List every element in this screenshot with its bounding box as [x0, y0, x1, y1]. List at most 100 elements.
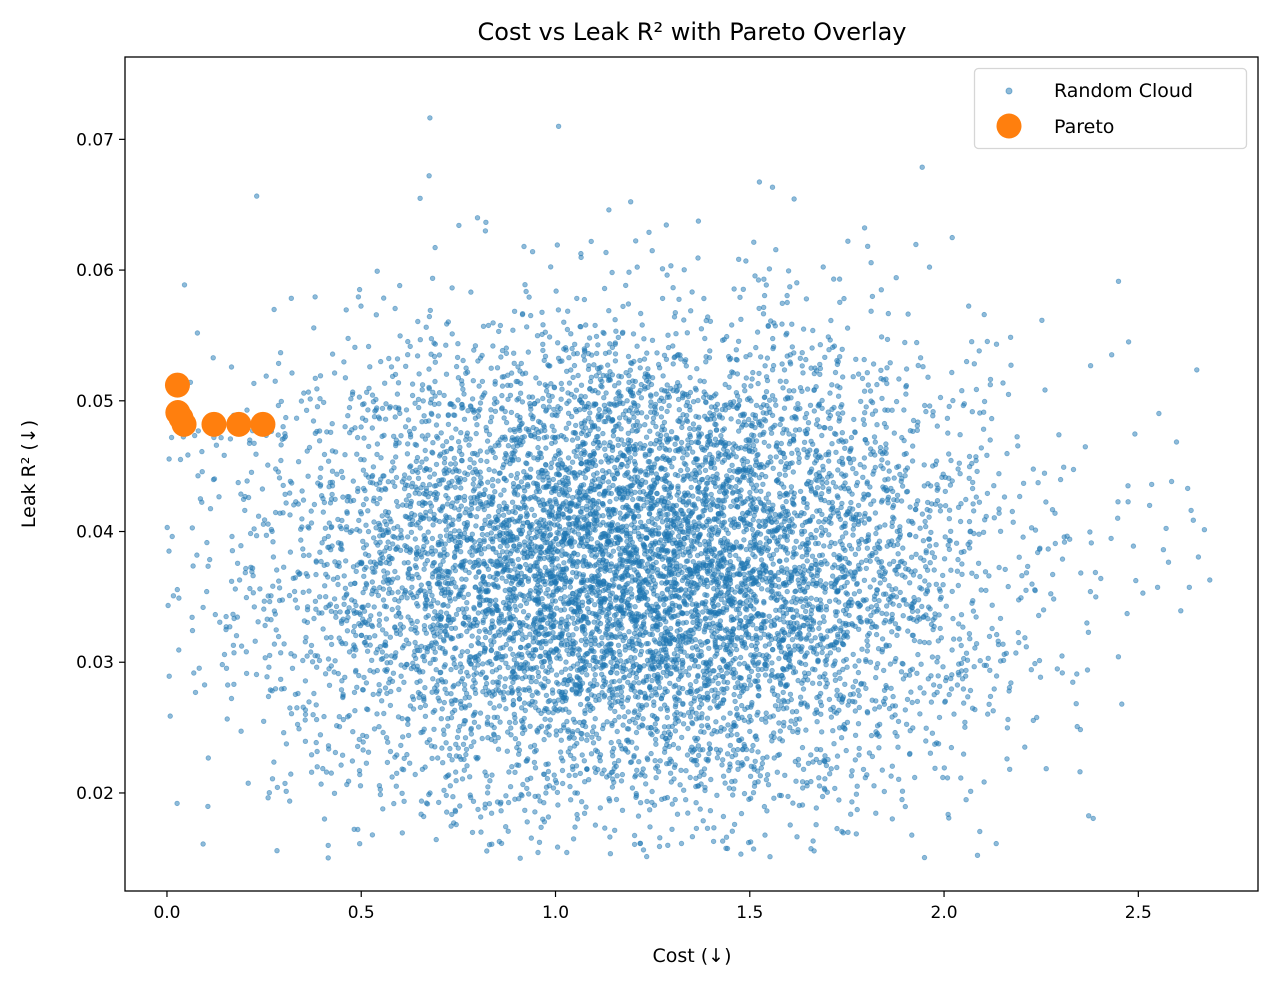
random-cloud-point — [247, 530, 254, 537]
random-cloud-point — [929, 654, 936, 660]
random-cloud-point — [763, 777, 770, 783]
random-cloud-point — [804, 454, 810, 461]
random-cloud-point — [851, 416, 857, 423]
random-cloud-point — [965, 541, 971, 547]
random-cloud-point — [449, 285, 455, 291]
random-cloud-point — [367, 364, 373, 370]
random-cloud-point — [306, 699, 312, 705]
random-cloud-point — [749, 747, 755, 754]
random-cloud-point — [251, 526, 257, 532]
random-cloud-point — [539, 596, 545, 602]
random-cloud-point — [816, 607, 822, 613]
random-cloud-point — [380, 806, 386, 812]
random-cloud-point — [474, 215, 481, 221]
random-cloud-point — [963, 797, 969, 803]
random-cloud-point — [734, 731, 740, 738]
random-cloud-point — [638, 496, 644, 502]
random-cloud-point — [321, 816, 328, 822]
random-cloud-point — [194, 330, 201, 336]
random-cloud-point — [928, 529, 934, 536]
random-cloud-point — [566, 380, 573, 386]
random-cloud-point — [331, 790, 338, 796]
random-cloud-point — [453, 611, 460, 617]
random-cloud-point — [522, 687, 529, 693]
random-cloud-point — [770, 685, 776, 691]
random-cloud-point — [485, 566, 492, 572]
random-cloud-point — [559, 767, 566, 774]
random-cloud-point — [664, 272, 670, 278]
random-cloud-point — [854, 806, 860, 813]
random-cloud-point — [856, 511, 862, 518]
random-cloud-point — [638, 519, 644, 525]
random-cloud-point — [550, 434, 556, 440]
random-cloud-point — [741, 790, 748, 797]
random-cloud-point — [776, 471, 783, 477]
random-cloud-point — [572, 429, 578, 436]
random-cloud-point — [1078, 570, 1084, 576]
random-cloud-point — [755, 749, 761, 755]
random-cloud-point — [512, 769, 518, 775]
random-cloud-point — [457, 539, 464, 546]
random-cloud-point — [889, 407, 895, 413]
random-cloud-point — [560, 780, 566, 787]
random-cloud-point — [747, 682, 754, 688]
random-cloud-point — [718, 667, 725, 674]
random-cloud-point — [569, 345, 575, 352]
random-cloud-point — [869, 293, 876, 300]
random-cloud-point — [469, 829, 476, 836]
random-cloud-point — [267, 598, 273, 605]
random-cloud-point — [965, 694, 971, 700]
random-cloud-point — [468, 501, 475, 507]
random-cloud-point — [850, 684, 856, 690]
random-cloud-point — [758, 488, 764, 494]
random-cloud-point — [750, 369, 756, 376]
random-cloud-point — [635, 507, 641, 514]
random-cloud-point — [553, 605, 560, 611]
random-cloud-point — [856, 752, 862, 758]
random-cloud-point — [898, 498, 905, 504]
random-cloud-point — [538, 645, 545, 651]
random-cloud-point — [913, 551, 919, 557]
random-cloud-point — [865, 382, 871, 388]
random-cloud-point — [436, 799, 442, 806]
random-cloud-point — [875, 661, 881, 667]
random-cloud-point — [276, 578, 282, 584]
random-cloud-point — [488, 407, 494, 413]
random-cloud-point — [487, 778, 493, 784]
random-cloud-point — [967, 636, 973, 642]
random-cloud-point — [748, 383, 754, 389]
random-cloud-point — [381, 473, 387, 479]
random-cloud-point — [412, 400, 418, 406]
random-cloud-point — [443, 371, 450, 377]
random-cloud-point — [566, 709, 572, 715]
random-cloud-point — [378, 656, 385, 662]
random-cloud-point — [363, 496, 369, 502]
random-cloud-point — [599, 771, 605, 777]
random-cloud-point — [1016, 639, 1022, 646]
random-cloud-point — [981, 311, 987, 318]
random-cloud-point — [780, 697, 787, 703]
random-cloud-point — [455, 728, 462, 734]
random-cloud-point — [707, 615, 713, 621]
random-cloud-point — [908, 689, 914, 695]
random-cloud-point — [776, 720, 782, 726]
random-cloud-point — [860, 417, 867, 423]
random-cloud-point — [339, 752, 346, 758]
random-cloud-point — [895, 718, 902, 725]
random-cloud-point — [763, 374, 770, 380]
random-cloud-point — [720, 715, 727, 721]
random-cloud-point — [475, 806, 481, 813]
random-cloud-point — [418, 643, 425, 649]
random-cloud-point — [387, 634, 393, 640]
random-cloud-point — [1041, 470, 1048, 476]
random-cloud-point — [605, 479, 612, 485]
random-cloud-point — [521, 243, 527, 250]
random-cloud-point — [288, 711, 295, 717]
random-cloud-point — [753, 344, 759, 351]
random-cloud-point — [659, 295, 666, 302]
random-cloud-point — [711, 668, 717, 674]
random-cloud-point — [570, 615, 576, 621]
random-cloud-point — [648, 750, 654, 757]
chart-title: Cost vs Leak R² with Pareto Overlay — [478, 18, 907, 46]
random-cloud-point — [902, 803, 908, 810]
